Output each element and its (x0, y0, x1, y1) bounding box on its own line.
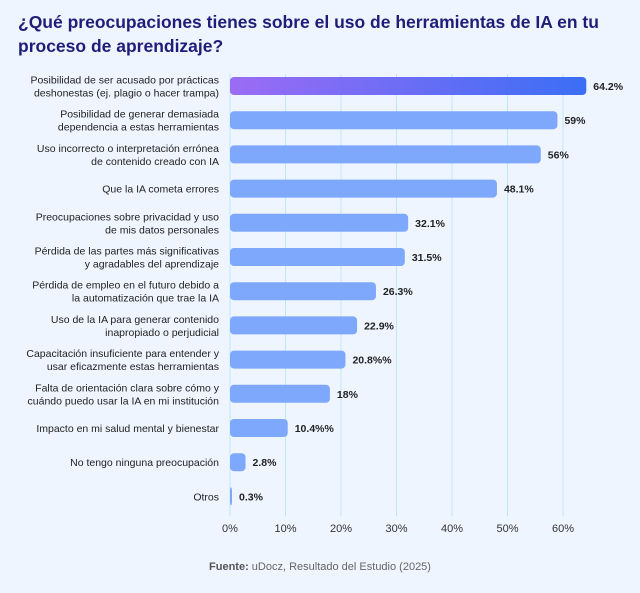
bar (230, 419, 288, 437)
bar (230, 179, 497, 198)
bar (230, 213, 409, 232)
category-label: Posibilidad de ser acusado por prácticas… (30, 75, 219, 100)
x-tick-label: 30% (385, 523, 407, 535)
bar (230, 145, 541, 164)
category-label: Uso incorrecto o interpretación errónea d… (37, 143, 219, 168)
category-label: No tengo ninguna preocupación (70, 457, 219, 469)
category-label: Uso de la IA para generar contenido inapr… (51, 314, 219, 339)
category-label: Preocupaciones sobre privacidad y uso de … (36, 211, 219, 236)
x-tick-label: 60% (552, 523, 574, 535)
x-tick-label: 50% (496, 523, 518, 535)
data-label: 26.3% (383, 286, 413, 298)
data-label: 59% (564, 115, 586, 127)
data-label: 48.1% (504, 184, 534, 196)
category-label: Otros (193, 491, 219, 503)
bar (230, 316, 358, 335)
bar (230, 350, 346, 369)
bar (230, 282, 376, 301)
data-label: 2.8% (253, 457, 278, 469)
data-label: 31.5% (412, 252, 442, 264)
x-tick-label: 20% (330, 523, 352, 535)
data-label: 32.1% (415, 218, 445, 230)
category-label: Posibilidad de generar demasiada dependen… (58, 109, 219, 134)
data-label: 20.8%% (352, 355, 392, 367)
category-label: Capacitación insuficiente para entender … (26, 348, 219, 373)
bar (230, 77, 587, 95)
category-label: Impacto en mi salud mental y bienestar (36, 423, 219, 435)
bar (230, 111, 558, 130)
data-label: 18% (337, 389, 359, 401)
x-tick-label: 40% (441, 523, 463, 535)
source-text: uDocz, Resultado del Estudio (2025) (248, 561, 431, 573)
data-label: 10.4%% (295, 423, 335, 435)
source-note: Fuente: uDocz, Resultado del Estudio (20… (0, 561, 640, 573)
bar (230, 487, 232, 506)
data-label: 56% (548, 149, 570, 161)
data-label: 64.2% (593, 81, 623, 93)
bar (230, 384, 330, 403)
x-tick-label: 10% (274, 523, 296, 535)
data-label: 22.9% (364, 320, 394, 332)
source-label: Fuente: (209, 561, 249, 573)
category-label: Que la IA cometa errores (102, 184, 219, 196)
category-label: Pérdida de las partes más significativas… (35, 246, 220, 271)
x-tick-label: 0% (222, 523, 238, 535)
data-label: 0.3% (239, 491, 264, 503)
chart-title: ¿Qué preocupaciones tienes sobre el uso … (18, 12, 599, 56)
bar (230, 453, 246, 472)
bar (230, 248, 405, 266)
